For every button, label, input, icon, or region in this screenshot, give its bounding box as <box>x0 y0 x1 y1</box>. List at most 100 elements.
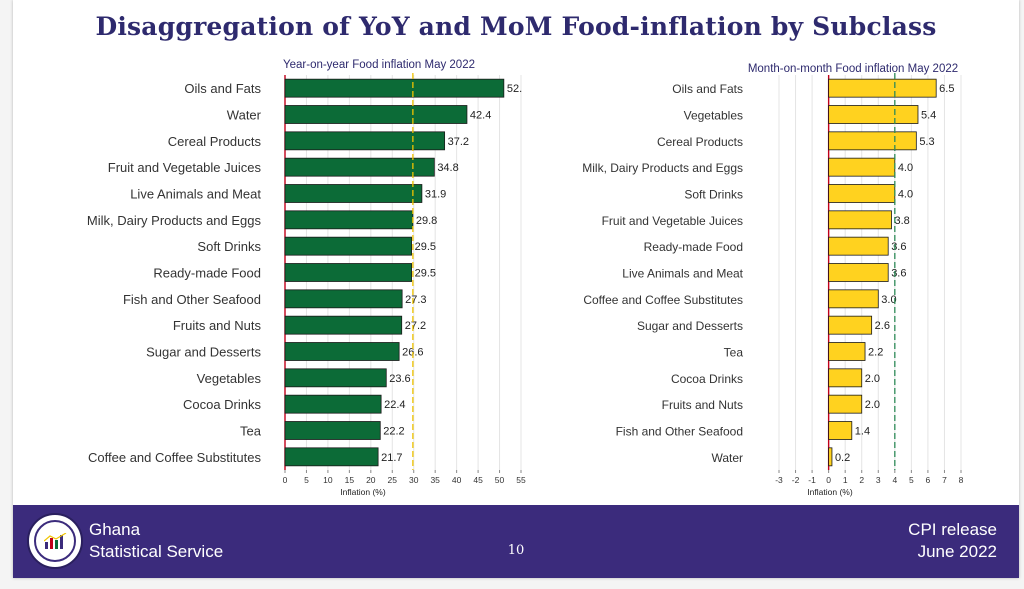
organization-name: Ghana Statistical Service <box>89 519 223 563</box>
mom-bar <box>828 342 866 361</box>
yoy-category-label: Ready-made Food <box>153 266 261 281</box>
mom-bar <box>828 394 863 414</box>
mom-x-axis-label: Inflation (%) <box>807 487 853 497</box>
yoy-tick-label: 40 <box>452 475 462 485</box>
org-line-2: Statistical Service <box>89 542 224 561</box>
mom-data-label: 3.6 <box>891 241 906 253</box>
yoy-bar <box>284 105 468 124</box>
mom-tick-label: 3 <box>876 475 881 485</box>
mom-category-label: Oils and Fats <box>672 82 743 96</box>
yoy-x-axis-label: Inflation (%) <box>340 487 386 497</box>
yoy-data-label: 27.2 <box>405 320 426 332</box>
mom-data-label: 3.6 <box>891 268 906 280</box>
mom-tick-label: 0 <box>826 475 831 485</box>
mom-category-label: Fruits and Nuts <box>662 398 743 412</box>
yoy-data-label: 29.5 <box>415 241 436 253</box>
yoy-category-label: Fish and Other Seafood <box>123 292 261 307</box>
mom-bar <box>828 157 896 177</box>
mom-tick-label: 5 <box>909 475 914 485</box>
mom-bar <box>828 315 873 335</box>
mom-data-label: 1.4 <box>855 426 870 438</box>
mom-category-label: Fish and Other Seafood <box>616 425 743 439</box>
mom-bar <box>828 368 863 388</box>
mom-data-label: 2.2 <box>868 347 883 359</box>
mom-category-label: Vegetables <box>684 109 743 123</box>
yoy-bar <box>284 368 387 388</box>
mom-tick-label: 4 <box>892 475 897 485</box>
mom-tick-label: -2 <box>792 475 800 485</box>
yoy-data-label: 52. <box>507 83 522 95</box>
mom-category-label: Ready-made Food <box>644 240 743 254</box>
yoy-bar <box>284 315 403 335</box>
release-info: CPI release June 2022 <box>908 519 997 563</box>
yoy-bar <box>284 210 414 230</box>
mom-tick-label: -1 <box>808 475 816 485</box>
yoy-category-label: Cereal Products <box>168 134 262 149</box>
release-line-1: CPI release <box>908 520 997 539</box>
page-title: Disaggregation of YoY and MoM Food-infla… <box>95 12 937 41</box>
yoy-tick-label: 5 <box>304 475 309 485</box>
yoy-data-label: 42.4 <box>470 110 491 122</box>
yoy-bar <box>284 236 412 256</box>
mom-category-label: Milk, Dairy Products and Eggs <box>582 161 743 175</box>
footer-bar: Ghana Statistical Service 10 CPI release… <box>13 505 1019 578</box>
yoy-category-label: Water <box>227 108 262 123</box>
yoy-bar <box>284 184 423 203</box>
yoy-category-label: Live Animals and Meat <box>130 187 261 202</box>
yoy-bar <box>284 421 381 440</box>
yoy-chart-title: Year-on-year Food inflation May 2022 <box>283 59 475 71</box>
mom-tick-label: 1 <box>843 475 848 485</box>
yoy-data-label: 22.2 <box>383 426 404 438</box>
slide: Disaggregation of YoY and MoM Food-infla… <box>13 0 1019 578</box>
yoy-bar <box>284 263 412 282</box>
page-number: 10 <box>507 543 525 558</box>
mom-tick-label: -3 <box>775 475 783 485</box>
yoy-data-label: 29.5 <box>415 268 436 280</box>
mom-category-label: Sugar and Desserts <box>637 319 743 333</box>
yoy-data-label: 37.2 <box>448 136 469 148</box>
yoy-data-label: 31.9 <box>425 189 446 201</box>
yoy-category-label: Soft Drinks <box>197 239 261 254</box>
yoy-bar <box>284 78 505 98</box>
yoy-bar <box>284 447 379 467</box>
mom-bar <box>828 105 919 124</box>
yoy-tick-label: 50 <box>495 475 505 485</box>
mom-tick-label: 8 <box>959 475 964 485</box>
mom-data-label: 5.3 <box>919 136 934 148</box>
yoy-tick-label: 20 <box>366 475 376 485</box>
mom-category-label: Live Animals and Meat <box>622 267 743 281</box>
yoy-category-label: Fruit and Vegetable Juices <box>108 160 262 175</box>
logo-ring <box>34 520 76 562</box>
mom-bar <box>828 210 892 230</box>
mom-bar <box>828 289 879 309</box>
mom-category-label: Cereal Products <box>657 135 743 149</box>
yoy-bar <box>284 131 446 151</box>
mom-category-label: Cocoa Drinks <box>671 372 743 386</box>
org-line-1: Ghana <box>89 520 141 539</box>
yoy-bar <box>284 289 403 309</box>
yoy-category-label: Coffee and Coffee Substitutes <box>88 450 261 465</box>
mom-bar <box>828 131 917 151</box>
yoy-tick-label: 30 <box>409 475 419 485</box>
yoy-data-label: 29.8 <box>416 215 437 227</box>
yoy-data-label: 27.3 <box>405 294 426 306</box>
yoy-tick-label: 45 <box>473 475 483 485</box>
yoy-category-label: Milk, Dairy Products and Eggs <box>87 213 262 228</box>
yoy-tick-label: 25 <box>388 475 398 485</box>
mom-data-label: 4.0 <box>898 162 913 174</box>
yoy-category-label: Oils and Fats <box>184 81 261 96</box>
yoy-category-label: Fruits and Nuts <box>173 318 262 333</box>
mom-data-label: 2.0 <box>865 399 880 411</box>
mom-bar <box>828 78 937 98</box>
mom-chart-title: Month-on-month Food inflation May 2022 <box>748 63 958 75</box>
yoy-tick-label: 15 <box>345 475 355 485</box>
yoy-tick-label: 10 <box>323 475 333 485</box>
mom-bar <box>828 421 853 440</box>
yoy-data-label: 21.7 <box>381 452 402 464</box>
yoy-data-label: 23.6 <box>389 373 410 385</box>
mom-bar <box>828 236 889 256</box>
yoy-data-label: 22.4 <box>384 399 405 411</box>
mom-data-label: 2.6 <box>875 320 890 332</box>
yoy-category-label: Tea <box>240 424 262 439</box>
